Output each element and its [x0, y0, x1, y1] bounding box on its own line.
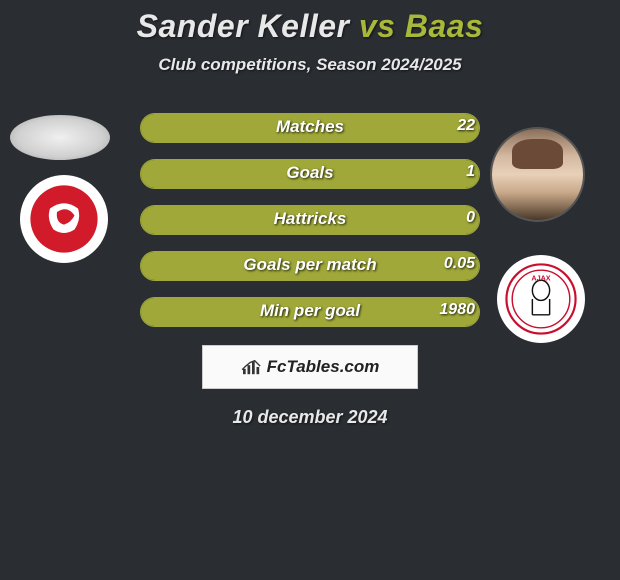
stat-right-value: 22 — [435, 117, 475, 135]
stat-right-value: 1980 — [435, 301, 475, 319]
stat-row: Matches 22 — [0, 105, 620, 151]
brand-text: FcTables.com — [267, 357, 380, 377]
stat-row: Hattricks 0 — [0, 197, 620, 243]
chart-icon — [241, 358, 263, 376]
stat-row: Goals 1 — [0, 151, 620, 197]
stat-label: Hattricks — [274, 209, 347, 229]
stat-right-value: 0 — [435, 209, 475, 227]
page-title: Sander Keller vs Baas — [0, 8, 620, 45]
date-text: 10 december 2024 — [0, 407, 620, 428]
player1-name: Sander Keller — [137, 8, 350, 44]
stat-label: Goals per match — [243, 255, 376, 275]
stat-right-value: 0.05 — [435, 255, 475, 273]
stat-label: Matches — [276, 117, 344, 137]
stats-list: Matches 22 Goals 1 Hattricks 0 — [0, 105, 620, 335]
vs-text: vs — [359, 8, 396, 44]
stat-row: Goals per match 0.05 — [0, 243, 620, 289]
stat-label: Min per goal — [260, 301, 360, 321]
stat-right-value: 1 — [435, 163, 475, 181]
stat-label: Goals — [286, 163, 333, 183]
comparison-card: Sander Keller vs Baas Club competitions,… — [0, 0, 620, 428]
player2-name: Baas — [405, 8, 484, 44]
subtitle: Club competitions, Season 2024/2025 — [0, 55, 620, 75]
stat-row: Min per goal 1980 — [0, 289, 620, 335]
brand-badge[interactable]: FcTables.com — [202, 345, 418, 389]
